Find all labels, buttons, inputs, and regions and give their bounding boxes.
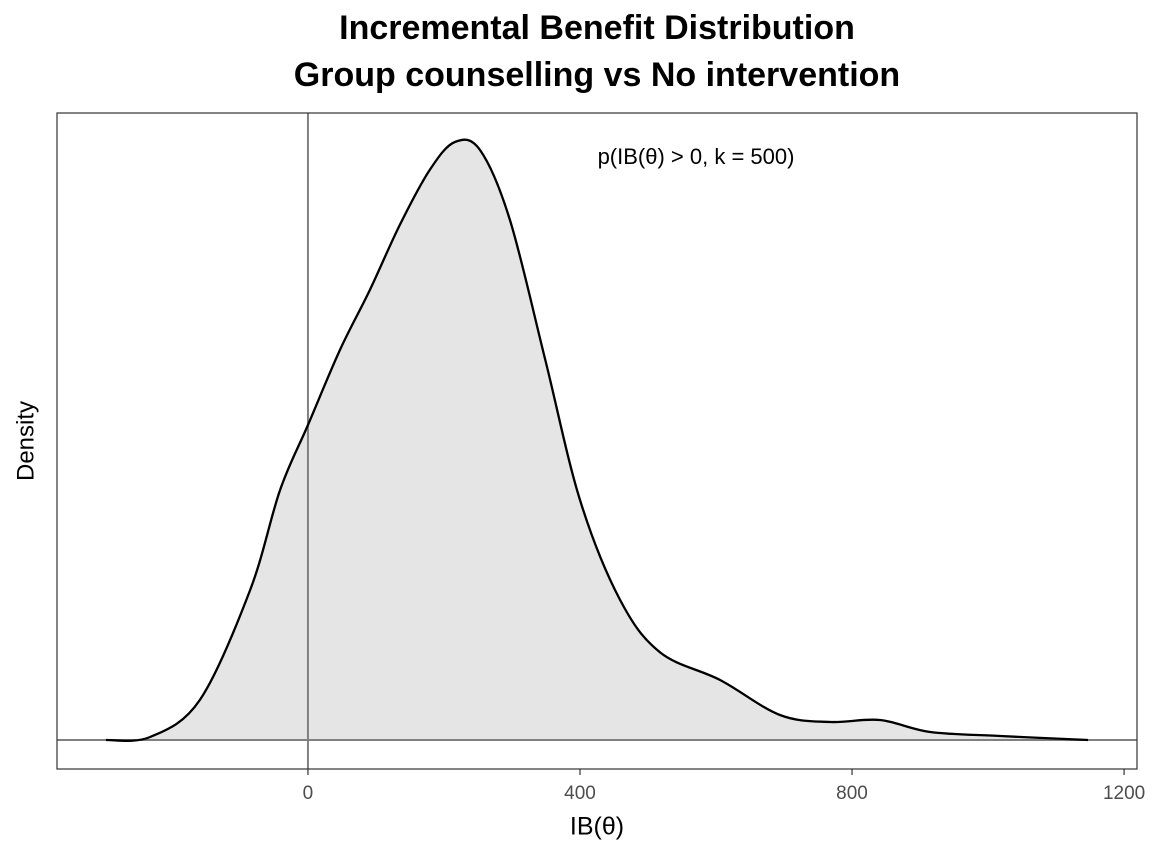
x-tick-label: 800: [836, 783, 868, 804]
y-axis-label: Density: [12, 401, 39, 481]
chart-subtitle: Group counselling vs No intervention: [294, 56, 900, 94]
density-area: [105, 139, 1089, 741]
annotation: p(IB(θ) > 0, k = 500): [598, 144, 795, 169]
x-tick-label: 0: [303, 783, 314, 804]
x-tick-label: 1200: [1103, 783, 1145, 804]
x-tick-label: 400: [564, 783, 596, 804]
chart-title: Incremental Benefit Distribution: [339, 9, 855, 47]
x-axis-label: IB(θ): [570, 813, 624, 841]
panel-border: [56, 112, 1138, 770]
density-line: [105, 138, 1089, 742]
